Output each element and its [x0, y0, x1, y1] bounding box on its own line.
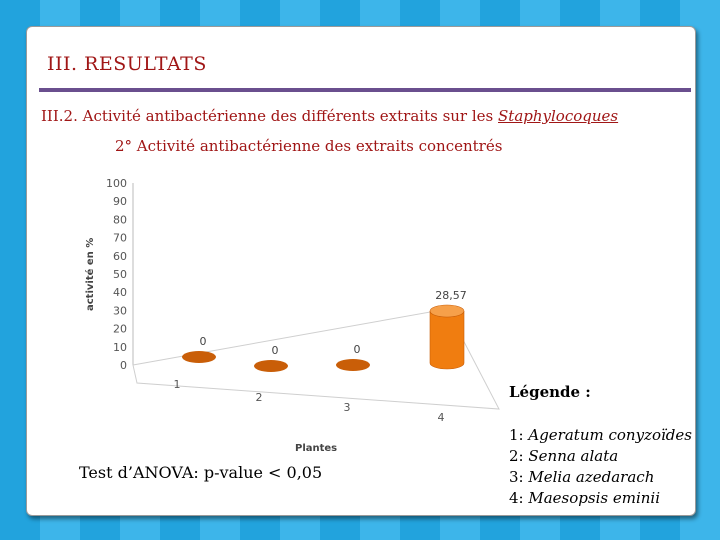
data-label: 0 [200, 335, 207, 348]
data-label: 28,57 [435, 289, 467, 302]
legend-item: 1: Ageratum conyzoïdes [509, 426, 692, 444]
subtitle-emphasis: Staphylocoques [498, 107, 619, 125]
y-tick-label: 40 [113, 286, 127, 299]
bar-chart: 0 10 20 30 40 50 60 70 80 90 100 0 0 0 28,57 1 2 3 4 act… [84, 177, 500, 454]
x-tick-label: 1 [174, 378, 181, 391]
bar-body [429, 310, 465, 370]
slide-title: III. RESULTATS [47, 53, 207, 75]
x-tick-label: 3 [344, 401, 351, 414]
x-tick-label: 4 [438, 411, 445, 424]
data-label: 0 [354, 343, 361, 356]
y-tick-label: 60 [113, 250, 127, 263]
chart-heading: 2° Activité antibactérienne des extraits… [115, 137, 503, 155]
legend-title: Légende : [509, 383, 591, 401]
legend: 1: Ageratum conyzoïdes 2: Senna alata 3:… [509, 425, 692, 509]
data-label: 0 [272, 344, 279, 357]
y-tick-label: 10 [113, 341, 127, 354]
y-tick-label: 90 [113, 195, 127, 208]
bar-disc [254, 360, 288, 372]
legend-item: 3: Melia azedarach [509, 468, 655, 486]
bar [336, 359, 370, 371]
section-subtitle: III.2. Activité antibactérienne des diff… [41, 107, 618, 125]
axes [132, 183, 500, 410]
bar [182, 351, 216, 363]
chart-floor [132, 308, 500, 410]
x-axis-ticks: 1 2 3 4 [174, 378, 445, 424]
y-tick-label: 50 [113, 268, 127, 281]
bar-disc [182, 351, 216, 363]
y-tick-label: 100 [106, 177, 127, 190]
x-tick-label: 2 [256, 391, 263, 404]
y-tick-label: 70 [113, 232, 127, 245]
y-tick-label: 30 [113, 304, 127, 317]
slide: III. RESULTATS III.2. Activité antibacté… [26, 26, 696, 516]
legend-item: 2: Senna alata [509, 447, 619, 465]
y-tick-label: 80 [113, 213, 127, 226]
y-axis-ticks: 0 10 20 30 40 50 60 70 80 90 100 [106, 177, 127, 372]
bars: 0 0 0 28,57 [182, 289, 467, 372]
title-underline [39, 88, 691, 92]
anova-result: Test d’ANOVA: p-value < 0,05 [79, 463, 323, 482]
x-axis-label: Plantes [295, 443, 337, 454]
bar-top [429, 304, 465, 318]
bar [429, 304, 465, 370]
bar-disc [336, 359, 370, 371]
subtitle-text: III.2. Activité antibactérienne des diff… [41, 107, 499, 125]
y-tick-label: 20 [113, 323, 127, 336]
legend-item: 4: Maesopsis eminii [509, 489, 660, 507]
bar [254, 360, 288, 372]
y-axis-label: activité en % [84, 238, 96, 311]
y-tick-label: 0 [120, 359, 127, 372]
